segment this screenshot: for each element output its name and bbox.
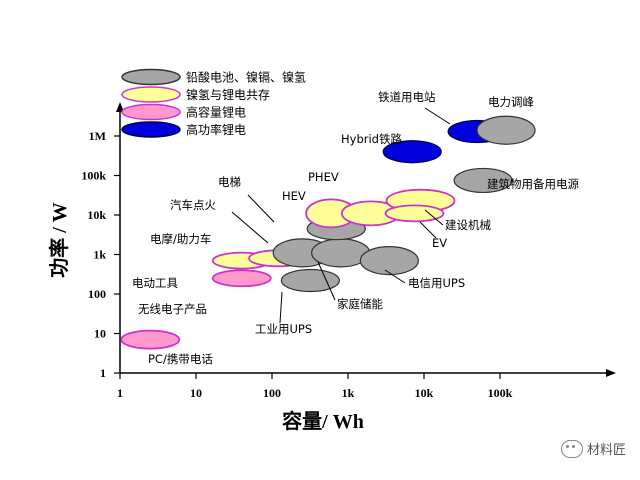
x-axis-title: 容量/ Wh — [282, 409, 364, 433]
y-tick-label: 1 — [100, 366, 106, 380]
region-5-leader — [231, 211, 269, 244]
region-12-label: EV — [432, 236, 447, 250]
watermark: 材料匠 — [560, 439, 626, 458]
region-15-ellipse — [476, 115, 536, 145]
y-tick-label: 10 — [94, 327, 106, 341]
region-14-leader — [424, 107, 451, 125]
region-0-label: PC/携带电话 — [148, 352, 213, 366]
regions — [120, 115, 536, 350]
region-4-leader — [279, 291, 283, 324]
region-6-leader — [317, 261, 336, 301]
x-axis-arrow — [606, 369, 616, 377]
region-5-label: 汽车点火 — [170, 198, 216, 212]
region-8-label: 电梯 — [218, 175, 241, 189]
y-axis-arrow — [116, 102, 124, 112]
region-4-label: 工业用UPS — [255, 322, 312, 336]
y-axis-title: 功率 / W — [47, 202, 71, 278]
axes — [116, 102, 616, 377]
region-0-ellipse — [120, 329, 181, 350]
x-tick-label: 1 — [117, 386, 123, 400]
region-9-label: HEV — [282, 189, 306, 203]
region-12-leader — [419, 221, 437, 239]
region-7-ellipse — [359, 246, 419, 276]
region-1-ellipse — [211, 269, 272, 288]
legend-swatch-hicap — [121, 103, 181, 121]
region-11-label: 建设机械 — [445, 218, 491, 232]
region-2-label: 电动工具 — [132, 276, 178, 290]
region-14-label: 铁道用电站 — [378, 90, 436, 104]
x-tick-label: 10 — [190, 386, 202, 400]
region-3-label: 电摩/助力车 — [150, 232, 211, 246]
legend-label-nimh_li: 镍氢与锂电共存 — [186, 87, 270, 102]
region-7-label: 电信用UPS — [408, 276, 465, 290]
x-tick-label: 10k — [415, 386, 434, 400]
region-15-label: 电力调峰 — [488, 95, 534, 109]
region-10-label: PHEV — [308, 170, 339, 184]
y-tick-label: 100k — [81, 169, 106, 183]
region-16-label: 建筑物用备用电源 — [487, 177, 579, 191]
legend-swatch-lead — [121, 68, 181, 86]
region-8-leader — [247, 194, 275, 223]
region-16-ellipse — [453, 167, 513, 194]
x-tick-label: 100k — [488, 386, 513, 400]
region-7-leader — [384, 269, 406, 284]
y-tick-label: 100 — [88, 287, 106, 301]
region-4-ellipse — [280, 268, 340, 293]
region-12-ellipse — [384, 204, 445, 223]
y-tick-label: 1M — [89, 129, 106, 143]
watermark-text: 材料匠 — [586, 443, 626, 458]
legend-label-lead: 铅酸电池、镍镉、镍氢 — [186, 70, 306, 85]
x-tick-label: 100 — [263, 386, 281, 400]
legend-swatch-hipow — [121, 121, 181, 138]
legend-swatch-nimh_li — [121, 86, 181, 103]
wechat-icon — [560, 439, 583, 458]
region-13-ellipse — [382, 140, 442, 164]
region-6-label: 家庭储能 — [337, 297, 383, 311]
y-tick-label: 10k — [87, 208, 106, 222]
legend-label-hicap: 高容量锂电 — [186, 105, 246, 120]
region-1-label: 无线电子产品 — [138, 302, 207, 316]
x-tick-label: 1k — [342, 386, 355, 400]
region-13-label: Hybrid铁路 — [341, 132, 402, 146]
ticks: 1 10 100 1k 10k 100k 1 10 100 1k 10k 100k 1M — [81, 129, 512, 400]
region-11-leader — [424, 209, 444, 226]
legend-label-hipow: 高功率锂电 — [186, 122, 246, 137]
leader-lines — [231, 107, 451, 324]
y-tick-label: 1k — [93, 248, 106, 262]
